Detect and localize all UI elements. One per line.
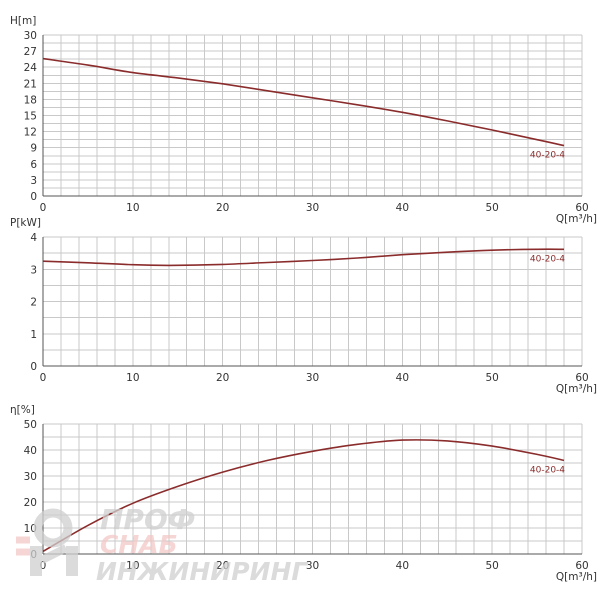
series-label: 40-20-4 [530,254,565,264]
y-tick-label: 18 [24,94,37,106]
y-tick-label: 20 [24,497,37,509]
y-tick-label: 30 [24,471,37,483]
y-tick-label: 12 [24,127,37,139]
x-tick-label: 20 [216,372,229,384]
y-axis-title: P[kW] [10,217,41,229]
y-tick-label: 9 [30,143,37,155]
series-line-40-20-4 [42,248,565,267]
y-tick-label: 3 [30,175,37,187]
series-label: 40-20-4 [530,465,565,475]
x-tick-label: 40 [396,372,409,384]
x-tick-label: 30 [306,202,319,214]
logo-mark-icon [16,508,78,576]
x-tick-label: 20 [216,202,229,214]
x-tick-label: 60 [575,560,588,572]
y-tick-label: 0 [30,361,37,373]
x-tick-label: 10 [126,372,139,384]
x-tick-label: 30 [306,372,319,384]
y-axis-title: H[m] [10,15,36,27]
x-axis-title: Q[m³/h] [556,383,597,395]
y-tick-label: 2 [30,297,37,309]
watermark-line-2: СНАБ [100,530,178,559]
x-tick-label: 0 [40,560,47,572]
series-line-40-20-4 [42,439,565,553]
watermark-line-3: ИНЖИНИРИНГ [96,557,309,586]
x-tick-label: 20 [216,560,229,572]
x-tick-label: 0 [40,372,47,384]
y-tick-label: 27 [24,46,37,58]
x-tick-label: 50 [485,560,498,572]
x-tick-label: 60 [575,202,588,214]
y-tick-label: 3 [30,264,37,276]
y-tick-label: 4 [30,232,37,244]
x-axis-title: Q[m³/h] [556,571,597,583]
x-tick-label: 10 [126,560,139,572]
x-tick-label: 60 [575,372,588,384]
watermark-line-1: ПРОФ [100,503,196,536]
x-tick-label: 40 [396,202,409,214]
y-tick-label: 24 [24,62,38,74]
y-tick-label: 50 [24,419,37,431]
x-tick-label: 0 [40,202,47,214]
y-axis-title: η[%] [10,404,35,416]
y-tick-label: 6 [30,159,37,171]
watermark-logo: ПРОФ СНАБ ИНЖИНИРИНГ [16,503,309,586]
y-tick-label: 1 [30,329,37,341]
y-tick-label: 0 [30,191,37,203]
series-line-40-20-4 [42,57,565,147]
x-tick-label: 10 [126,202,139,214]
x-tick-label: 50 [485,372,498,384]
x-tick-label: 50 [485,202,498,214]
y-tick-label: 21 [24,78,37,90]
y-tick-label: 15 [24,111,37,123]
x-tick-label: 30 [306,560,319,572]
y-tick-label: 40 [24,445,37,457]
series-label: 40-20-4 [530,151,565,161]
x-tick-label: 40 [396,560,409,572]
chart-panel-1: 0 3 6 9 12 15 18 21 24 27 30 0 10 20 30 40 50 60 H[m] Q[m³/… [10,15,597,225]
y-tick-label: 30 [24,30,37,42]
x-axis-title: Q[m³/h] [556,213,597,225]
